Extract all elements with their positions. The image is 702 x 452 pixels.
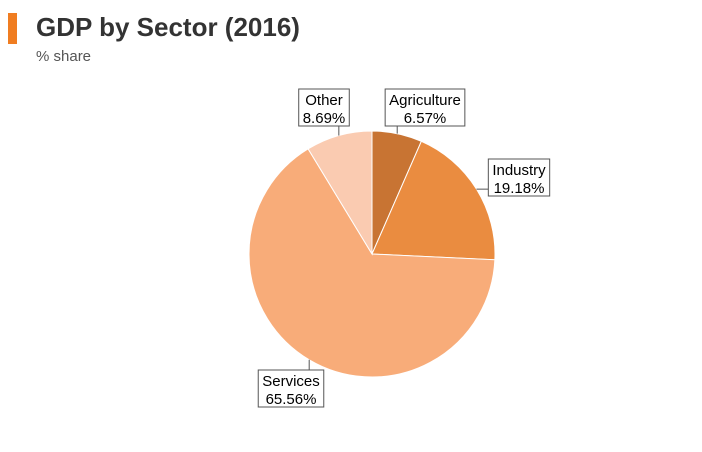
data-label-name: Other — [305, 92, 343, 109]
chart-title: GDP by Sector (2016) — [36, 12, 300, 42]
data-label-box — [487, 158, 551, 197]
data-label-value: 65.56% — [266, 391, 317, 408]
pie-slice-industry — [371, 140, 496, 261]
pie-slices — [248, 130, 496, 378]
data-label-value: 6.57% — [404, 110, 447, 127]
data-label-box — [257, 369, 325, 408]
chart-subtitle: % share — [36, 48, 92, 65]
data-label-name: Agriculture — [389, 92, 461, 109]
data-label-name: Industry — [492, 162, 546, 179]
data-label-value: 19.18% — [494, 180, 545, 197]
data-label-box — [298, 88, 350, 127]
data-label-box — [384, 88, 466, 127]
pie-slice-services — [248, 148, 496, 378]
title-accent-bar — [8, 13, 17, 44]
data-label-name: Services — [262, 373, 320, 390]
data-label-value: 8.69% — [303, 110, 346, 127]
pie-slice-other — [307, 130, 373, 256]
